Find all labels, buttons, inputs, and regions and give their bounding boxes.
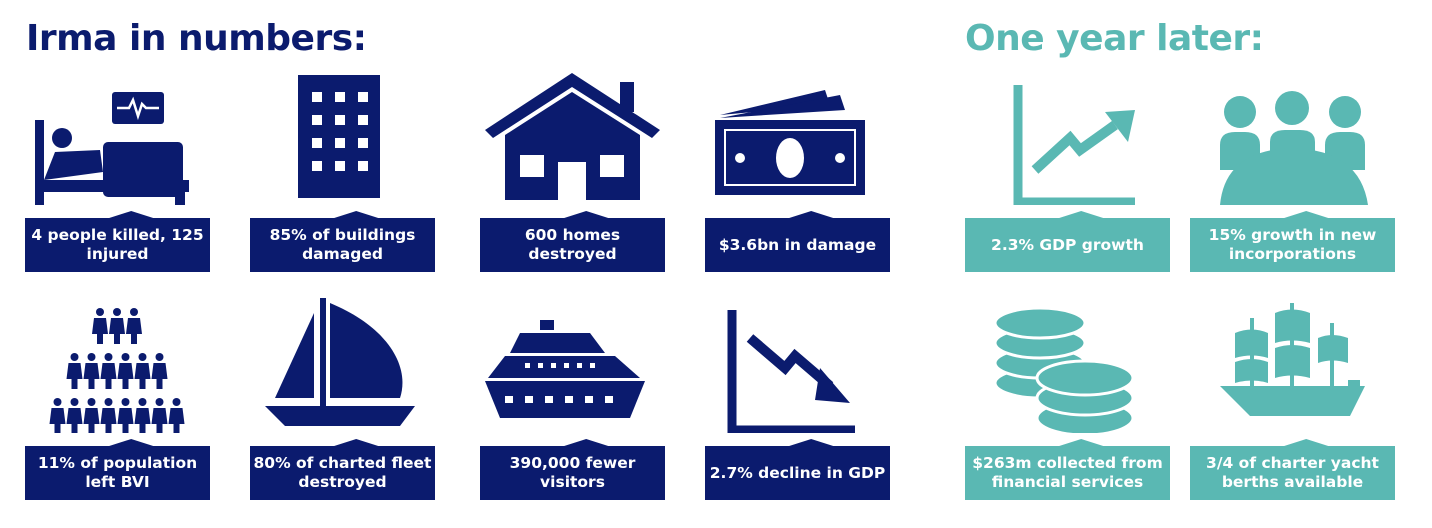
stat-text: 85% of buildings damaged <box>269 226 416 263</box>
stat-text: 2.7% decline in GDP <box>709 463 886 482</box>
chart-down-icon <box>727 310 855 433</box>
person-figure <box>66 353 83 389</box>
stat-label: 11% of population left BVI <box>25 439 210 500</box>
right-title: One year later: <box>965 18 1264 59</box>
stat-text: $263m collected from financial services <box>972 454 1163 491</box>
house-icon <box>485 73 660 200</box>
person-figure <box>49 398 66 433</box>
stat-label: 2.7% decline in GDP <box>705 439 890 500</box>
stat-text: 80% of charted fleet destroyed <box>253 454 432 491</box>
person-figure <box>126 308 142 344</box>
person-figure <box>83 398 100 433</box>
stat-text: 4 people killed, 125 injured <box>31 226 204 263</box>
banknotes-icon <box>715 90 865 195</box>
stat-text: 2.3% GDP growth <box>991 235 1144 254</box>
person-figure <box>83 353 100 389</box>
stat-label: $263m collected from financial services <box>965 439 1170 500</box>
person-figure <box>109 308 125 344</box>
person-figure <box>117 353 134 389</box>
person-figure <box>134 353 151 389</box>
stat-text: $3.6bn in damage <box>718 235 877 254</box>
person-figure <box>168 398 185 433</box>
stat-label: 80% of charted fleet destroyed <box>250 439 435 500</box>
person-figure <box>66 398 83 433</box>
stat-label: 4 people killed, 125 injured <box>25 211 210 272</box>
hospital-bed-icon <box>35 92 189 205</box>
left-title: Irma in numbers: <box>26 18 367 59</box>
person-figure <box>92 308 108 344</box>
sailboat-icon <box>265 298 415 426</box>
people-meeting-icon <box>1220 91 1368 205</box>
stat-label: 3/4 of charter yacht berths available <box>1190 439 1395 500</box>
stat-label: 15% growth in new incorporations <box>1190 211 1395 272</box>
person-figure <box>151 398 168 433</box>
person-figure <box>117 398 134 433</box>
coins-icon <box>993 306 1135 433</box>
stat-text: 11% of population left BVI <box>37 454 198 491</box>
person-figure <box>134 398 151 433</box>
stat-label: $3.6bn in damage <box>705 211 890 272</box>
stat-label: 2.3% GDP growth <box>965 211 1170 272</box>
population-icon <box>49 308 185 433</box>
person-figure <box>151 353 168 389</box>
person-figure <box>100 398 117 433</box>
stat-text: 3/4 of charter yacht berths available <box>1206 454 1379 491</box>
stat-text: 600 homes destroyed <box>524 226 621 263</box>
stat-label: 390,000 fewer visitors <box>480 439 665 500</box>
building-icon <box>298 75 380 198</box>
stat-label: 600 homes destroyed <box>480 211 665 272</box>
stat-text: 390,000 fewer visitors <box>509 454 636 491</box>
stat-text: 15% growth in new incorporations <box>1208 226 1377 263</box>
stat-label: 85% of buildings damaged <box>250 211 435 272</box>
chart-up-icon <box>1013 85 1135 205</box>
galleon-icon <box>1220 303 1365 416</box>
cruise-ship-icon <box>485 320 645 418</box>
person-figure <box>100 353 117 389</box>
